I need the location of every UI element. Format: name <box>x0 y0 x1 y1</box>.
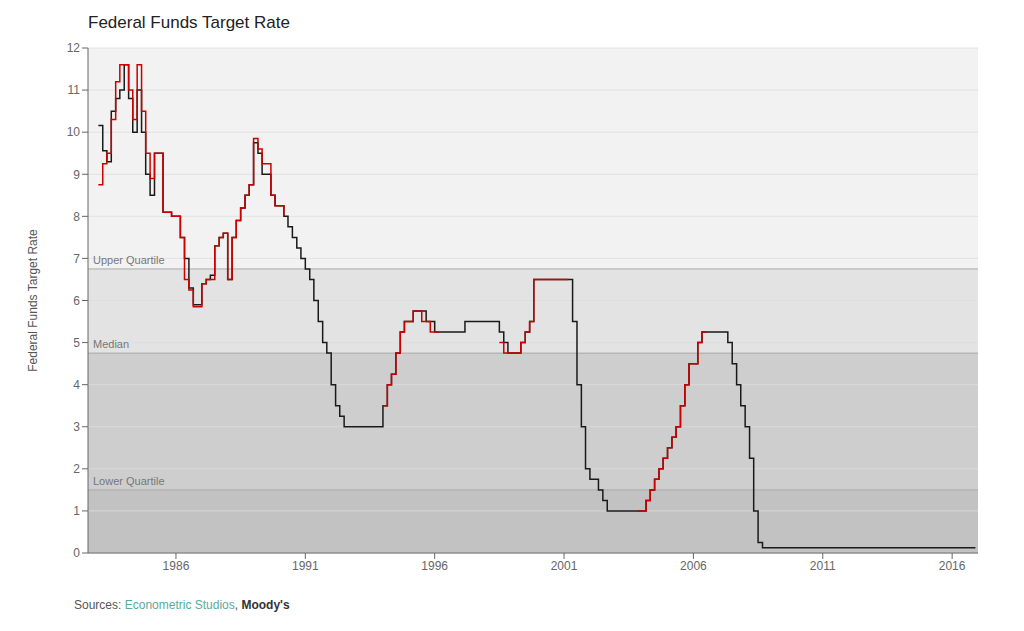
svg-text:Upper Quartile: Upper Quartile <box>93 254 165 266</box>
svg-text:1986: 1986 <box>163 559 190 573</box>
svg-text:8: 8 <box>73 210 80 224</box>
svg-text:1991: 1991 <box>292 559 319 573</box>
svg-text:2011: 2011 <box>810 559 836 573</box>
svg-text:9: 9 <box>73 168 80 182</box>
html-text:Sources: Econometric Studios,: Sources: Econometric Studios, Moody's <box>74 598 290 612</box>
svg-text:7: 7 <box>73 252 80 266</box>
html-text:Federal Funds Target Rate: Federal Funds Target Rate <box>88 13 290 32</box>
svg-text:3: 3 <box>73 420 80 434</box>
svg-text:4: 4 <box>73 378 80 392</box>
svg-text:2016: 2016 <box>939 559 966 573</box>
svg-text:12: 12 <box>67 41 81 55</box>
svg-text:1: 1 <box>73 504 80 518</box>
svg-text:2001: 2001 <box>551 559 578 573</box>
svg-text:10: 10 <box>67 125 81 139</box>
svg-text:6: 6 <box>73 294 80 308</box>
svg-text:Lower Quartile: Lower Quartile <box>93 475 165 487</box>
svg-text:1996: 1996 <box>421 559 448 573</box>
svg-text:Federal Funds Target Rate: Federal Funds Target Rate <box>26 229 40 372</box>
svg-text:0: 0 <box>73 546 80 560</box>
svg-text:2006: 2006 <box>680 559 707 573</box>
svg-text:5: 5 <box>73 336 80 350</box>
svg-text:Median: Median <box>93 338 129 350</box>
svg-text:2: 2 <box>73 462 80 476</box>
svg-text:11: 11 <box>68 83 81 97</box>
